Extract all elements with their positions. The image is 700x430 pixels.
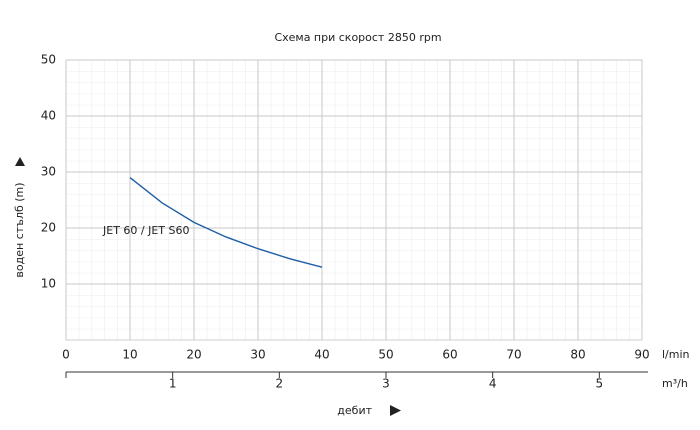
x-tick-label: 60 <box>442 348 457 362</box>
x2-tick-label: 2 <box>276 377 284 391</box>
x2-tick-label: 1 <box>169 377 177 391</box>
y-tick-label: 40 <box>41 109 56 123</box>
x-tick-label: 40 <box>314 348 329 362</box>
x-tick-label: 50 <box>378 348 393 362</box>
x-tick-label: 0 <box>62 348 70 362</box>
x-tick-label: 30 <box>250 348 265 362</box>
y-tick-label: 20 <box>41 221 56 235</box>
x-tick-label: 70 <box>506 348 521 362</box>
series-label: JET 60 / JET S60 <box>102 224 190 237</box>
x-unit: l/min <box>662 348 690 361</box>
y-tick-label: 50 <box>41 53 56 67</box>
x2-tick-label: 5 <box>596 377 604 391</box>
x2-tick-label: 4 <box>489 377 497 391</box>
x-axis-label: дебит <box>337 404 372 417</box>
chart-title: Схема при скорост 2850 rpm <box>274 31 441 44</box>
x-tick-label: 20 <box>186 348 201 362</box>
x-arrow <box>390 405 401 416</box>
y-tick-label: 10 <box>41 277 56 291</box>
y-tick-label: 30 <box>41 165 56 179</box>
x-tick-label: 90 <box>634 348 649 362</box>
x-tick-label: 10 <box>122 348 137 362</box>
series-line <box>129 177 323 268</box>
plot-area <box>65 59 643 341</box>
x-tick-label: 80 <box>570 348 585 362</box>
x2-unit: m³/h <box>662 377 688 390</box>
y-arrow <box>15 157 25 166</box>
y-axis-label: воден стълб (m) <box>13 182 26 277</box>
x2-tick-label: 3 <box>382 377 390 391</box>
